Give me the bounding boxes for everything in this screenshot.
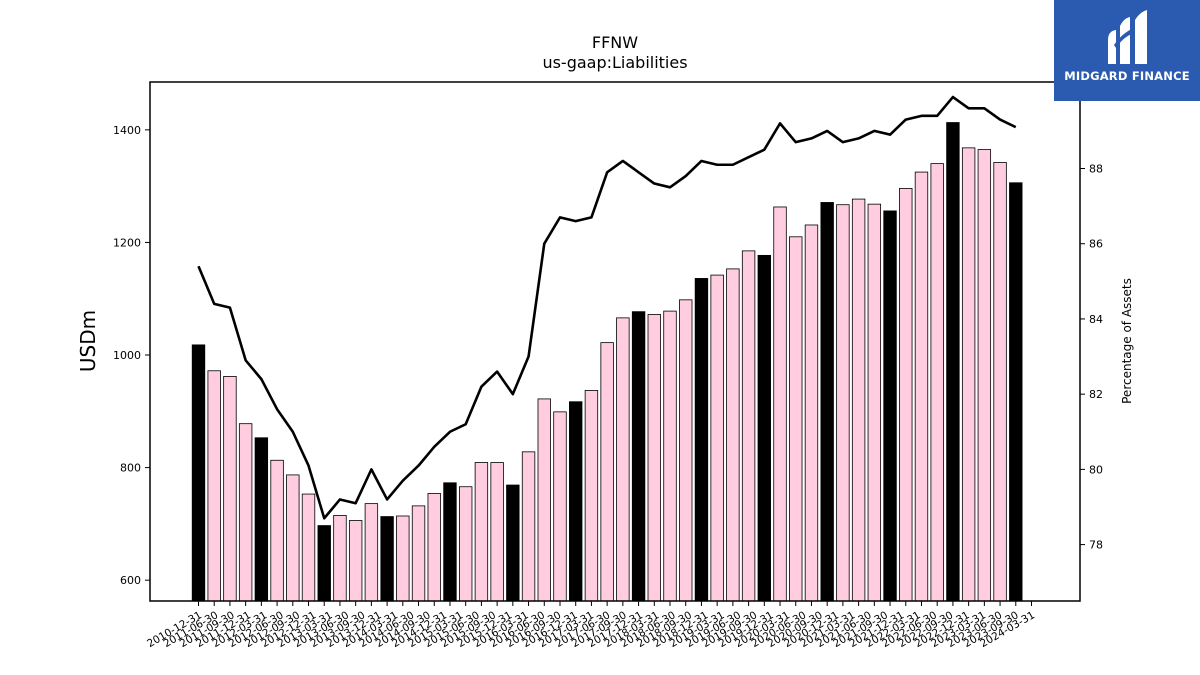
logo-text: MIDGARD FINANCE <box>1064 69 1190 83</box>
bar <box>647 314 661 602</box>
bar <box>443 482 457 602</box>
bar <box>600 342 614 602</box>
bar <box>553 411 567 602</box>
bar <box>741 250 756 602</box>
bar <box>490 462 504 602</box>
y-tick-label: 800 <box>120 462 141 475</box>
y2-tick-label: 78 <box>1089 539 1103 552</box>
plot-frame <box>149 81 1081 602</box>
bar <box>726 268 740 602</box>
x-axis-ticks: 2010-12-312011-06-302011-09-302011-12-31… <box>145 601 1037 650</box>
bar <box>411 505 426 602</box>
bar <box>270 459 284 602</box>
bar <box>679 299 693 602</box>
bar <box>694 278 709 602</box>
y-axis-label: USDm <box>76 310 100 372</box>
bar <box>333 515 347 602</box>
bar <box>396 515 410 602</box>
bar <box>427 493 441 602</box>
bar <box>663 310 677 602</box>
bar <box>584 390 599 602</box>
bar-series <box>191 122 1023 602</box>
bar <box>238 423 253 602</box>
bar <box>474 462 489 602</box>
bar <box>851 198 866 602</box>
chart-title: FFNW <box>592 33 638 52</box>
y-tick-label: 1000 <box>113 349 141 362</box>
bar <box>946 122 960 602</box>
bar <box>286 474 300 602</box>
bar <box>820 202 834 602</box>
bar <box>458 486 473 602</box>
bar <box>223 375 237 602</box>
bar <box>1009 182 1023 602</box>
y-tick-label: 600 <box>120 574 141 587</box>
y2-tick-label: 84 <box>1089 313 1103 326</box>
y2-tick-label: 80 <box>1089 463 1103 476</box>
bar <box>977 149 992 602</box>
percentage-of-assets-line <box>197 95 1017 520</box>
bar <box>930 163 944 602</box>
y-tick-label: 1200 <box>113 236 141 249</box>
bar <box>789 236 803 602</box>
bar <box>301 493 316 602</box>
right-axis-ticks: 78 80 82 84 86 88 <box>1080 163 1103 552</box>
bar <box>773 206 787 602</box>
bar <box>757 254 771 602</box>
y2-tick-label: 88 <box>1089 163 1103 176</box>
bar <box>961 147 976 602</box>
bar <box>616 317 630 602</box>
y2-tick-label: 86 <box>1089 238 1103 251</box>
bar <box>348 520 363 602</box>
bar <box>867 203 882 602</box>
y-tick-label: 1400 <box>113 124 141 137</box>
logo-mark-icon <box>1108 10 1147 64</box>
bar <box>537 398 551 602</box>
y2-axis-label: Percentage of Assets <box>1120 278 1134 404</box>
bar <box>710 274 724 602</box>
bar <box>254 437 269 602</box>
chart-subtitle: us-gaap:Liabilities <box>542 53 687 72</box>
bar <box>380 516 394 602</box>
bar <box>914 171 929 602</box>
bar <box>506 484 520 602</box>
bar <box>521 451 536 602</box>
bar <box>317 525 331 602</box>
left-axis-ticks: 600 800 1000 1200 1400 <box>113 124 150 587</box>
bar <box>364 503 379 602</box>
bar <box>899 187 913 602</box>
bar <box>993 162 1007 602</box>
midgard-finance-logo: MIDGARD FINANCE <box>1054 0 1200 101</box>
bar <box>191 344 206 602</box>
y2-tick-label: 82 <box>1089 388 1103 401</box>
bar <box>883 210 897 602</box>
bar <box>631 311 646 602</box>
bar <box>836 204 850 602</box>
bar <box>804 224 819 602</box>
bar <box>569 401 583 602</box>
bar <box>207 370 221 602</box>
